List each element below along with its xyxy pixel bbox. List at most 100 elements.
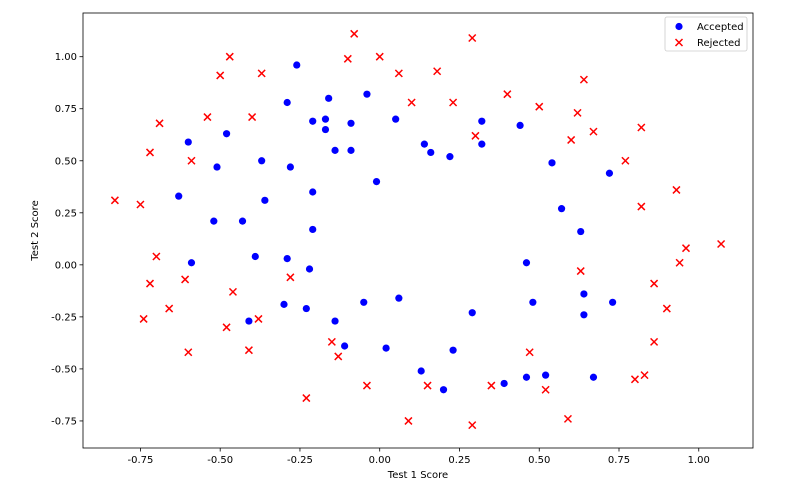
accepted-point — [331, 146, 339, 154]
rejected-point — [404, 416, 413, 425]
x-tick-label: -0.75 — [127, 455, 153, 466]
accepted-point — [522, 373, 531, 381]
accepted-point — [577, 227, 585, 236]
accepted-point — [210, 217, 218, 225]
rejected-point — [449, 98, 458, 107]
accepted-point — [382, 344, 390, 352]
accepted-point — [439, 386, 448, 394]
accepted-point — [321, 125, 330, 134]
accepted-point — [309, 225, 317, 234]
rejected-point — [110, 196, 119, 205]
rejected-point — [145, 148, 155, 157]
y-tick-label: 0.75 — [55, 104, 77, 115]
accepted-point — [478, 140, 486, 148]
rejected-point — [343, 54, 352, 63]
rejected-point — [145, 279, 155, 288]
accepted-point — [516, 121, 524, 129]
accepted-point — [222, 130, 231, 138]
rejected-point — [589, 127, 598, 136]
accepted-point — [321, 115, 330, 123]
rejected-point — [672, 185, 681, 194]
rejected-point — [155, 119, 164, 128]
rejected-point — [203, 113, 212, 122]
accepted-point — [420, 140, 428, 148]
rejected-point — [650, 279, 659, 288]
accepted-point — [341, 342, 349, 350]
rejected-point — [375, 52, 384, 61]
rejected-point — [637, 123, 646, 132]
rejected-point — [228, 287, 237, 296]
y-tick-label: 1.00 — [55, 52, 77, 63]
rejected-point — [184, 348, 193, 357]
accepted-point — [542, 371, 550, 379]
x-tick-label: 0.00 — [369, 455, 391, 466]
rejected-point — [471, 131, 480, 140]
rejected-point — [327, 337, 336, 346]
accepted-point — [500, 379, 508, 388]
y-tick-label: -0.25 — [51, 312, 77, 323]
rejected-point — [717, 239, 726, 249]
accepted-point — [580, 290, 588, 298]
accepted-point — [184, 138, 192, 146]
plot-area — [82, 12, 754, 449]
accepted-point — [175, 192, 183, 200]
accepted-point — [283, 254, 291, 263]
accepted-point — [363, 90, 371, 98]
accepted-point — [392, 115, 400, 123]
accepted-point — [331, 317, 339, 325]
accepted-point — [548, 159, 556, 167]
rejected-point — [286, 273, 295, 282]
accepted-point — [238, 217, 247, 225]
rejected-point — [535, 102, 544, 111]
accepted-point — [427, 148, 435, 157]
accepted-point — [478, 117, 486, 125]
rejected-point — [407, 98, 416, 107]
accepted-point — [251, 252, 259, 261]
rejected-point — [216, 71, 225, 80]
rejected-point — [640, 371, 649, 380]
rejected-point — [362, 381, 371, 390]
accepted-point — [557, 205, 566, 213]
accepted-point — [293, 61, 301, 69]
accepted-point — [605, 169, 614, 177]
accepted-point — [283, 98, 291, 107]
rejected-point — [468, 33, 477, 43]
rejected-point — [181, 275, 190, 284]
rejected-point — [257, 69, 266, 78]
accepted-point — [187, 259, 196, 267]
rejected-point — [350, 29, 359, 38]
rejected-point — [662, 304, 671, 313]
rejected-point — [222, 323, 231, 332]
rejected-point — [503, 90, 512, 99]
accepted-point — [261, 196, 269, 204]
x-tick-label: -0.25 — [287, 455, 313, 466]
accepted-point — [213, 163, 221, 171]
rejected-point — [165, 304, 174, 313]
y-tick-label: -0.75 — [51, 416, 77, 427]
accepted-point — [309, 188, 317, 196]
accepted-point — [325, 94, 333, 102]
accepted-point — [589, 373, 598, 381]
accepted-point — [305, 265, 314, 273]
rejected-point — [187, 156, 196, 165]
rejected-point — [650, 337, 659, 346]
rejected-point — [573, 108, 582, 117]
accepted-point — [446, 153, 454, 161]
legend-accepted-label: Accepted — [697, 22, 744, 33]
rejected-point — [244, 346, 253, 355]
rejected-point — [579, 75, 588, 84]
rejected-point — [334, 352, 343, 361]
rejected-point — [681, 244, 691, 253]
data-points — [110, 29, 726, 430]
rejected-point — [468, 421, 477, 430]
y-tick-label: 0.50 — [55, 156, 77, 167]
rejected-point — [621, 156, 630, 165]
legend-box — [664, 16, 748, 52]
rejected-point — [567, 135, 576, 144]
accepted-point — [417, 367, 425, 375]
y-tick-label: 0.00 — [55, 260, 77, 271]
accepted-point — [580, 311, 588, 319]
rejected-point — [525, 348, 534, 357]
rejected-point — [630, 375, 639, 384]
